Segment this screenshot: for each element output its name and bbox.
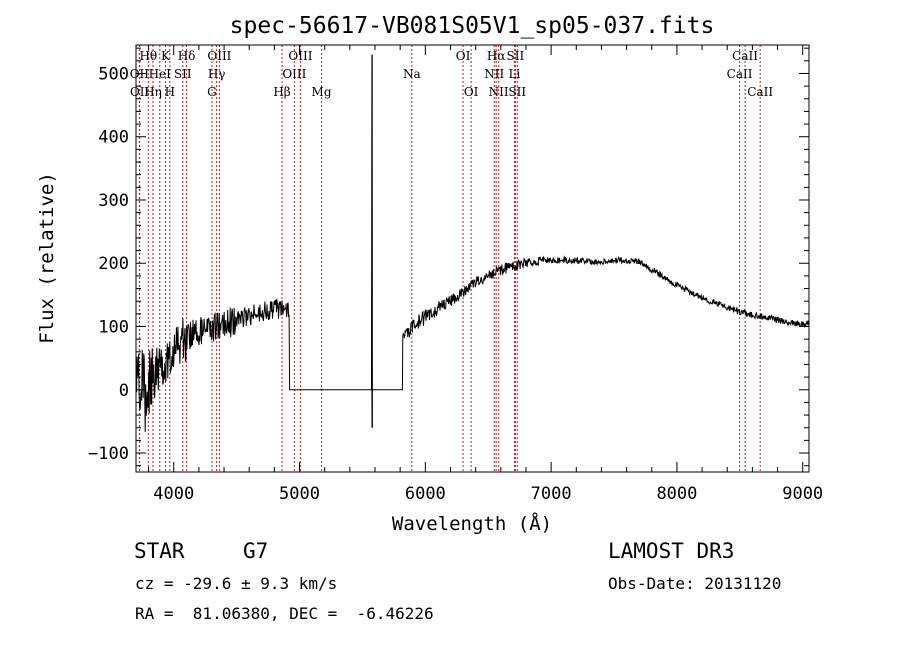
y-tick-label: 0	[119, 381, 129, 401]
y-axis-label: Flux (relative)	[36, 172, 58, 344]
survey-name: LAMOST DR3	[608, 539, 735, 563]
y-tick-label: 500	[98, 64, 129, 84]
line-label-hα: Hα	[487, 49, 506, 63]
observation-date: Obs-Date: 20131120	[608, 574, 782, 593]
line-label-hη: Hη	[144, 85, 162, 99]
x-tick-label: 5000	[279, 484, 320, 504]
line-label-sii: SII	[508, 85, 526, 99]
axis-ticks	[136, 45, 809, 472]
coordinates: RA = 81.06380, DEC = -6.46226	[135, 604, 434, 623]
line-label-sii: SII	[507, 49, 525, 63]
axis-tick-labels: 4000 5000 6000 7000 8000 9000 −100 0 100 200 300 40…	[88, 64, 823, 504]
emission-line-markers	[138, 45, 761, 472]
line-label-oiii: OIII	[207, 49, 231, 63]
line-label-li: Li	[508, 67, 520, 81]
x-axis-label: Wavelength (Å)	[392, 512, 552, 535]
line-label-sii: SII	[174, 67, 192, 81]
line-label-na: Na	[403, 67, 421, 81]
line-label-oii: OII	[130, 85, 150, 99]
line-label-hδ: Hδ	[178, 49, 196, 63]
y-tick-label: 100	[98, 318, 129, 338]
chart-title: spec-56617-VB081S05V1_sp05-037.fits	[230, 13, 715, 39]
line-label-caii: CaII	[747, 85, 773, 99]
y-tick-label: −100	[88, 444, 129, 464]
x-tick-label: 8000	[656, 484, 697, 504]
y-tick-label: 400	[98, 128, 129, 148]
x-tick-label: 7000	[531, 484, 572, 504]
line-label-oi: OI	[464, 85, 479, 99]
object-class: STAR	[134, 539, 185, 563]
spectrum-line	[136, 54, 810, 433]
line-label-mg: Mg	[312, 85, 332, 99]
line-label-nii: NII	[489, 85, 509, 99]
line-label-oiii: OIII	[282, 67, 306, 81]
line-label-hθ: Hθ	[139, 49, 157, 63]
x-tick-label: 4000	[153, 484, 194, 504]
y-tick-label: 200	[98, 254, 129, 274]
x-tick-label: 9000	[782, 484, 823, 504]
line-label-oiii: OIII	[288, 49, 312, 63]
line-label-caii: CaII	[732, 49, 758, 63]
line-label-hγ: Hγ	[208, 67, 226, 81]
line-label-g: G	[207, 85, 217, 99]
line-label-h: H	[165, 85, 175, 99]
line-label-oi: OI	[456, 49, 471, 63]
redshift-velocity: cz = -29.6 ± 9.3 km/s	[135, 574, 338, 593]
line-label-hβ: Hβ	[273, 85, 290, 99]
y-tick-label: 300	[98, 191, 129, 211]
line-label-caii: CaII	[727, 67, 753, 81]
emission-line-labels: HθOIIOIIHηHeIKHSIIHδGHγOIIIHβOIIIOIIIMgN…	[130, 49, 774, 99]
axes-frame	[135, 44, 810, 473]
line-label-oii: OII	[130, 67, 150, 81]
line-label-k: K	[161, 49, 171, 63]
line-label-nii: NII	[484, 67, 504, 81]
line-label-hei: HeI	[149, 67, 172, 81]
object-subclass: G7	[243, 539, 269, 563]
x-tick-label: 6000	[405, 484, 446, 504]
